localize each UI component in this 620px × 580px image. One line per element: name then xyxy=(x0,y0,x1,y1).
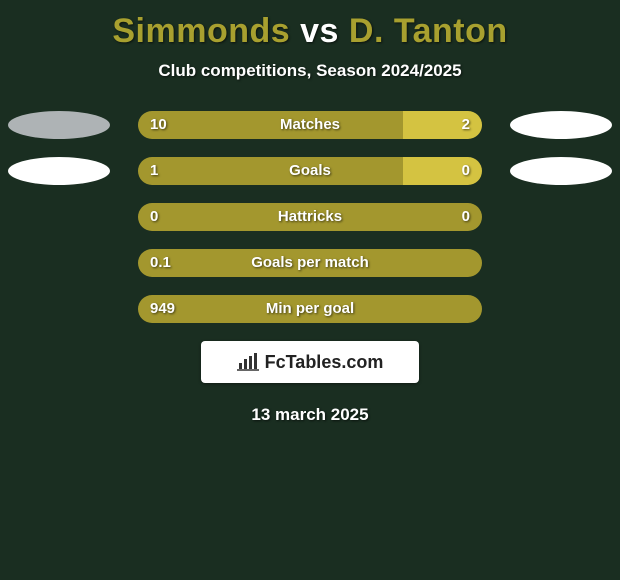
stat-row: 0.1Goals per match xyxy=(0,249,620,277)
stat-label: Goals xyxy=(138,157,482,185)
player1-name: Simmonds xyxy=(112,12,290,50)
page-title: Simmonds vs D. Tanton xyxy=(0,0,620,51)
stat-bar: 0.1Goals per match xyxy=(138,249,482,277)
stats-rows: 102Matches 10Goals 00Hattricks 0.1Goals per… xyxy=(0,111,620,323)
stat-row: 949Min per goal xyxy=(0,295,620,323)
stat-row: 10Goals xyxy=(0,157,620,185)
player2-name: D. Tanton xyxy=(349,12,508,50)
stat-bar: 949Min per goal xyxy=(138,295,482,323)
stat-label: Hattricks xyxy=(138,203,482,231)
player1-marker xyxy=(8,157,110,185)
brand-text: FcTables.com xyxy=(265,352,384,373)
brand-box: FcTables.com xyxy=(201,341,419,383)
date-text: 13 march 2025 xyxy=(0,405,620,425)
stat-label: Matches xyxy=(138,111,482,139)
stat-label: Min per goal xyxy=(138,295,482,323)
stat-row: 102Matches xyxy=(0,111,620,139)
bar-chart-icon xyxy=(237,353,259,371)
vs-text: vs xyxy=(300,12,339,50)
stat-row: 00Hattricks xyxy=(0,203,620,231)
subtitle: Club competitions, Season 2024/2025 xyxy=(0,61,620,81)
player2-marker xyxy=(510,157,612,185)
player2-marker xyxy=(510,111,612,139)
player1-marker xyxy=(8,111,110,139)
stat-label: Goals per match xyxy=(138,249,482,277)
stat-bar: 10Goals xyxy=(138,157,482,185)
stat-bar: 00Hattricks xyxy=(138,203,482,231)
stat-bar: 102Matches xyxy=(138,111,482,139)
